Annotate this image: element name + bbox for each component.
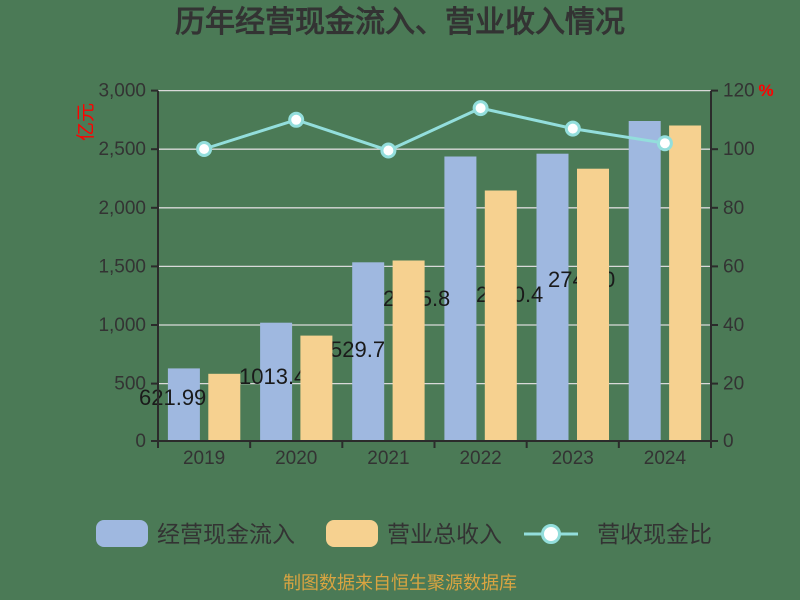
svg-text:2021: 2021 bbox=[367, 448, 409, 469]
svg-text:529.7: 529.7 bbox=[330, 337, 385, 362]
svg-text:营业总收入: 营业总收入 bbox=[387, 521, 502, 547]
svg-text:2022: 2022 bbox=[459, 448, 501, 469]
svg-text:0: 0 bbox=[723, 431, 734, 452]
svg-text:3,000: 3,000 bbox=[98, 81, 146, 102]
svg-text:历年经营现金流入、营业收入情况: 历年经营现金流入、营业收入情况 bbox=[175, 5, 625, 39]
svg-text:2020: 2020 bbox=[275, 448, 317, 469]
svg-text:621.99: 621.99 bbox=[139, 385, 206, 410]
svg-text:60: 60 bbox=[723, 256, 744, 277]
svg-text:2024: 2024 bbox=[644, 448, 687, 469]
svg-text:2,000: 2,000 bbox=[98, 198, 146, 219]
svg-text:20: 20 bbox=[723, 374, 744, 395]
svg-text:2,500: 2,500 bbox=[98, 139, 146, 160]
svg-text:制图数据来自恒生聚源数据库: 制图数据来自恒生聚源数据库 bbox=[283, 573, 517, 593]
svg-text:80: 80 bbox=[723, 198, 744, 219]
svg-text:2019: 2019 bbox=[183, 448, 225, 469]
svg-text:%: % bbox=[758, 81, 773, 100]
svg-text:500: 500 bbox=[114, 374, 146, 395]
svg-text:2023: 2023 bbox=[552, 448, 594, 469]
svg-text:100: 100 bbox=[723, 139, 755, 160]
svg-text:1013.4: 1013.4 bbox=[239, 364, 306, 389]
svg-text:1,000: 1,000 bbox=[98, 315, 146, 336]
svg-text:经营现金流入: 经营现金流入 bbox=[157, 521, 295, 547]
svg-text:40: 40 bbox=[723, 315, 744, 336]
svg-text:120: 120 bbox=[723, 81, 755, 102]
svg-text:营收现金比: 营收现金比 bbox=[597, 521, 712, 547]
svg-text:0: 0 bbox=[135, 431, 146, 452]
svg-text:亿元: 亿元 bbox=[75, 103, 97, 141]
svg-text:1,500: 1,500 bbox=[98, 256, 146, 277]
